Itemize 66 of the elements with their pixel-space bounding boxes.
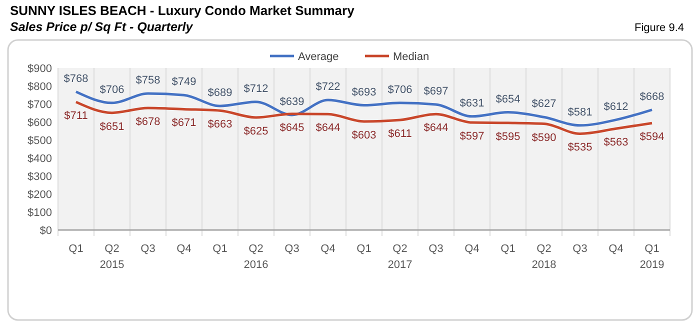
chart-title: SUNNY ISLES BEACH - Luxury Condo Market Summary — [10, 3, 356, 18]
x-tick-label: Q4 — [608, 243, 624, 255]
data-label: $689 — [208, 86, 232, 99]
data-label: $603 — [352, 129, 376, 142]
data-label: $644 — [316, 122, 340, 134]
chart-subtitle: Sales Price p/ Sq Ft - Quarterly — [10, 20, 194, 34]
y-tick-label: $400 — [28, 153, 52, 165]
data-label: $749 — [172, 76, 196, 88]
data-label: $706 — [100, 84, 124, 96]
data-label: $651 — [100, 120, 124, 133]
x-tick-label: Q3 — [428, 243, 444, 255]
x-tick-label: Q1 — [68, 243, 84, 255]
data-label: $644 — [424, 122, 448, 134]
data-label: $595 — [496, 130, 520, 143]
data-label: $631 — [460, 97, 484, 110]
data-label: $590 — [532, 132, 556, 144]
data-label: $706 — [388, 84, 412, 96]
y-tick-label: $200 — [28, 189, 52, 201]
y-tick-label: $100 — [28, 207, 52, 219]
data-label: $563 — [604, 136, 628, 149]
x-tick-label: Q3 — [284, 243, 300, 255]
x-tick-label: Q2 2017 — [388, 243, 412, 271]
x-tick-label: Q3 — [140, 243, 156, 255]
data-label: $597 — [460, 130, 484, 143]
x-tick-label: Q4 — [176, 243, 192, 255]
data-label: $693 — [352, 86, 376, 98]
data-label: $581 — [568, 106, 592, 118]
x-tick-label: Q1 — [212, 243, 228, 255]
y-tick-label: $900 — [28, 63, 52, 75]
data-label: $722 — [316, 81, 340, 94]
data-label: $712 — [244, 82, 268, 95]
legend-label: Average — [298, 51, 339, 63]
data-label: $768 — [64, 72, 88, 85]
data-label: $594 — [640, 131, 664, 144]
y-tick-label: $0 — [40, 225, 52, 237]
data-label: $645 — [280, 122, 304, 134]
x-tick-label: Q4 — [464, 243, 480, 255]
data-label: $678 — [136, 116, 160, 128]
data-label: $671 — [172, 117, 196, 130]
x-tick-label: Q2 2018 — [532, 243, 556, 271]
x-tick-label: Q3 — [572, 243, 588, 255]
y-tick-label: $700 — [28, 99, 52, 111]
data-label: $611 — [388, 128, 412, 140]
x-tick-label: Q4 — [320, 243, 336, 255]
y-tick-label: $800 — [28, 81, 52, 93]
caption: Figure 9.4 — [634, 22, 684, 34]
x-tick-label: Q2 2015 — [100, 243, 124, 271]
data-label: $654 — [496, 93, 520, 106]
data-label: $612 — [604, 100, 628, 113]
data-label: $663 — [208, 118, 232, 131]
data-label: $697 — [424, 86, 448, 98]
data-label: $668 — [640, 90, 664, 103]
data-label: $639 — [280, 96, 304, 108]
data-label: $711 — [64, 110, 88, 122]
x-tick-label: Q1 — [500, 243, 516, 255]
data-label: $758 — [136, 74, 160, 87]
x-tick-label: Q1 — [356, 243, 372, 255]
x-tick-label: Q2 2016 — [244, 243, 268, 271]
data-label: $625 — [244, 126, 268, 138]
legend-label: Median — [393, 51, 430, 63]
x-tick-label: Q1 2019 — [640, 243, 664, 271]
y-tick-label: $600 — [28, 117, 52, 129]
y-tick-label: $300 — [28, 171, 52, 183]
data-label: $535 — [568, 142, 592, 154]
y-tick-label: $500 — [28, 135, 52, 147]
data-label: $627 — [532, 98, 556, 110]
